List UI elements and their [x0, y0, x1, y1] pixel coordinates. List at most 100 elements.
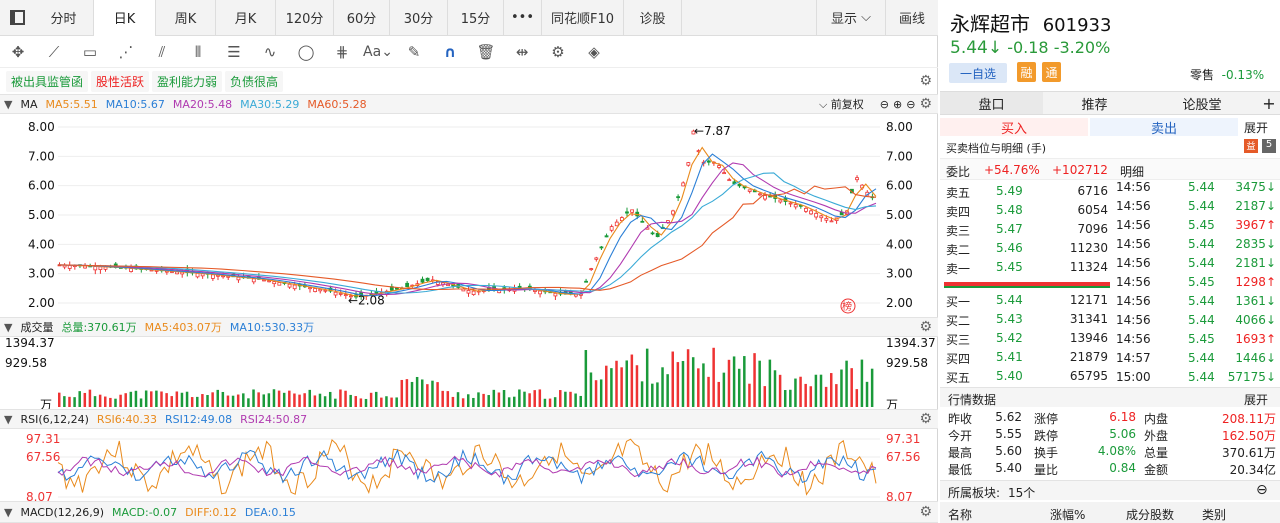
candle: [676, 196, 681, 199]
sector-header: 所属板块: 15个 ⊖: [940, 480, 1280, 500]
split-icon[interactable]: ⇹: [515, 42, 529, 61]
ask-row[interactable]: 卖一 5.45 11324: [946, 260, 1108, 276]
ask-row[interactable]: 卖五 5.49 6716: [946, 184, 1108, 200]
candle: [630, 209, 634, 213]
ask-row[interactable]: 卖二 5.46 11230: [946, 241, 1108, 257]
tag-bar: 被出具监管函 股性活跃 盈利能力弱 负债很高 ⚙: [0, 68, 938, 94]
tab-0[interactable]: 分时: [34, 0, 94, 36]
volume-bar: [170, 396, 173, 407]
bars-icon[interactable]: ⦀: [194, 42, 202, 61]
bid-row[interactable]: 买一 5.44 12171: [946, 293, 1108, 309]
price-ytick-r: 8.00: [886, 120, 913, 134]
rong-badge[interactable]: 融: [1017, 62, 1036, 82]
volume-bar: [743, 356, 746, 407]
text-icon[interactable]: Aa⌄: [363, 43, 393, 60]
tab-forum[interactable]: 论股堂: [1182, 97, 1222, 113]
volume-bar: [247, 398, 250, 407]
volume-bar: [221, 391, 225, 407]
tag-3[interactable]: 盈利能力弱: [152, 70, 223, 92]
ask-row[interactable]: 卖三 5.47 7096: [946, 222, 1108, 238]
fan-icon[interactable]: ⋰: [118, 42, 134, 61]
macd-gear-icon[interactable]: ⚙: [919, 504, 932, 520]
tag-1[interactable]: 被出具监管函: [6, 70, 89, 92]
line-icon[interactable]: ⟋: [48, 42, 60, 61]
rsi-label[interactable]: RSI(6,12,24): [20, 412, 89, 426]
volume-bar: [129, 391, 133, 407]
tab-10[interactable]: 诊股: [624, 0, 682, 36]
tab-4[interactable]: 120分: [276, 0, 334, 36]
macd-label[interactable]: MACD(12,26,9): [20, 505, 105, 519]
draw-button[interactable]: 画线: [898, 12, 925, 27]
ma-gear-icon[interactable]: ⚙: [919, 96, 932, 112]
ma-label[interactable]: MA: [20, 97, 38, 111]
tag-2[interactable]: 股性活跃: [91, 70, 150, 92]
sell-button[interactable]: 卖出: [1090, 118, 1238, 137]
volume-bar: [681, 361, 685, 407]
plus-icon[interactable]: ⊕: [893, 97, 903, 111]
volume-bar: [190, 397, 194, 407]
magnet-icon[interactable]: ∩: [443, 42, 457, 61]
candle: [763, 195, 767, 200]
bid-row[interactable]: 买四 5.41 21879: [946, 350, 1108, 366]
tab-6[interactable]: 30分: [390, 0, 448, 36]
pen-icon[interactable]: ✎: [407, 42, 421, 61]
gann-icon[interactable]: ⋕: [335, 42, 349, 61]
depth-icon[interactable]: 益: [1244, 139, 1258, 153]
tong-badge[interactable]: 通: [1042, 62, 1061, 82]
candle: [819, 215, 824, 219]
layers-icon[interactable]: ◈: [588, 42, 600, 61]
tab-5[interactable]: 60分: [334, 0, 390, 36]
trade-expand[interactable]: 展开: [1244, 121, 1269, 135]
crosshair-icon[interactable]: ✥: [11, 42, 25, 61]
bid-row[interactable]: 买二 5.43 31341: [946, 312, 1108, 328]
minus-icon-2[interactable]: ⊖: [906, 97, 916, 111]
add-watchlist-button[interactable]: 一自选: [949, 63, 1007, 83]
tab-1[interactable]: 日K: [94, 0, 156, 36]
channel-icon[interactable]: ⫽: [158, 42, 166, 61]
candle: [277, 282, 282, 286]
rsi-ytick-l: 67.56: [26, 450, 60, 464]
rsi-gear-icon[interactable]: ⚙: [919, 411, 932, 427]
settings-gear-icon[interactable]: ⚙: [919, 73, 932, 89]
fib-icon[interactable]: ☰: [227, 42, 241, 61]
candle: [737, 183, 742, 187]
volume-bar: [758, 360, 761, 407]
ask-row[interactable]: 卖四 5.48 6054: [946, 203, 1108, 219]
tab-8[interactable]: •••: [504, 0, 542, 36]
rect-icon[interactable]: ▭: [82, 42, 98, 61]
volume-bar: [405, 379, 409, 407]
tab-9[interactable]: 同花顺F10: [542, 0, 624, 36]
adjust-dropdown[interactable]: ⌵ 前复权: [818, 98, 864, 111]
rank-icon[interactable]: [840, 298, 856, 314]
volume-bar: [625, 360, 628, 407]
circle-icon[interactable]: ◯: [297, 42, 315, 61]
tab-7[interactable]: 15分: [448, 0, 504, 36]
minus-icon[interactable]: ⊖: [879, 97, 889, 111]
tab-3[interactable]: 月K: [216, 0, 276, 36]
volume-bar: [369, 392, 373, 407]
add-tab-icon[interactable]: +: [1262, 93, 1276, 113]
trash-icon[interactable]: 🗑: [476, 42, 496, 61]
candle: [98, 266, 103, 270]
volume-bar: [794, 378, 797, 407]
display-dropdown[interactable]: 显示 ⌵: [816, 0, 886, 36]
price-ytick-r: 2.00: [886, 296, 913, 310]
sector-toggle-icon[interactable]: ⊖: [1256, 482, 1268, 498]
volume-bar: [630, 354, 634, 407]
bid-row[interactable]: 买五 5.40 65795: [946, 369, 1108, 385]
volume-bar: [277, 390, 281, 407]
volume-bar: [763, 386, 767, 407]
tab-2[interactable]: 周K: [156, 0, 216, 36]
sidebar-toggle-icon[interactable]: [0, 0, 34, 36]
bid-row[interactable]: 买三 5.42 13946: [946, 331, 1108, 347]
tag-4[interactable]: 负债很高: [225, 70, 284, 92]
wave-icon[interactable]: ∿: [263, 42, 277, 61]
gear-icon[interactable]: ⚙: [551, 42, 565, 61]
depth-level-icon[interactable]: 5: [1262, 139, 1276, 153]
tab-pankou[interactable]: 盘口: [940, 92, 1043, 114]
volume-label[interactable]: 成交量: [20, 321, 54, 334]
volume-gear-icon[interactable]: ⚙: [919, 319, 932, 335]
volume-bar: [564, 391, 567, 407]
buy-button[interactable]: 买入: [940, 118, 1088, 137]
tab-recommend[interactable]: 推荐: [1081, 97, 1108, 113]
